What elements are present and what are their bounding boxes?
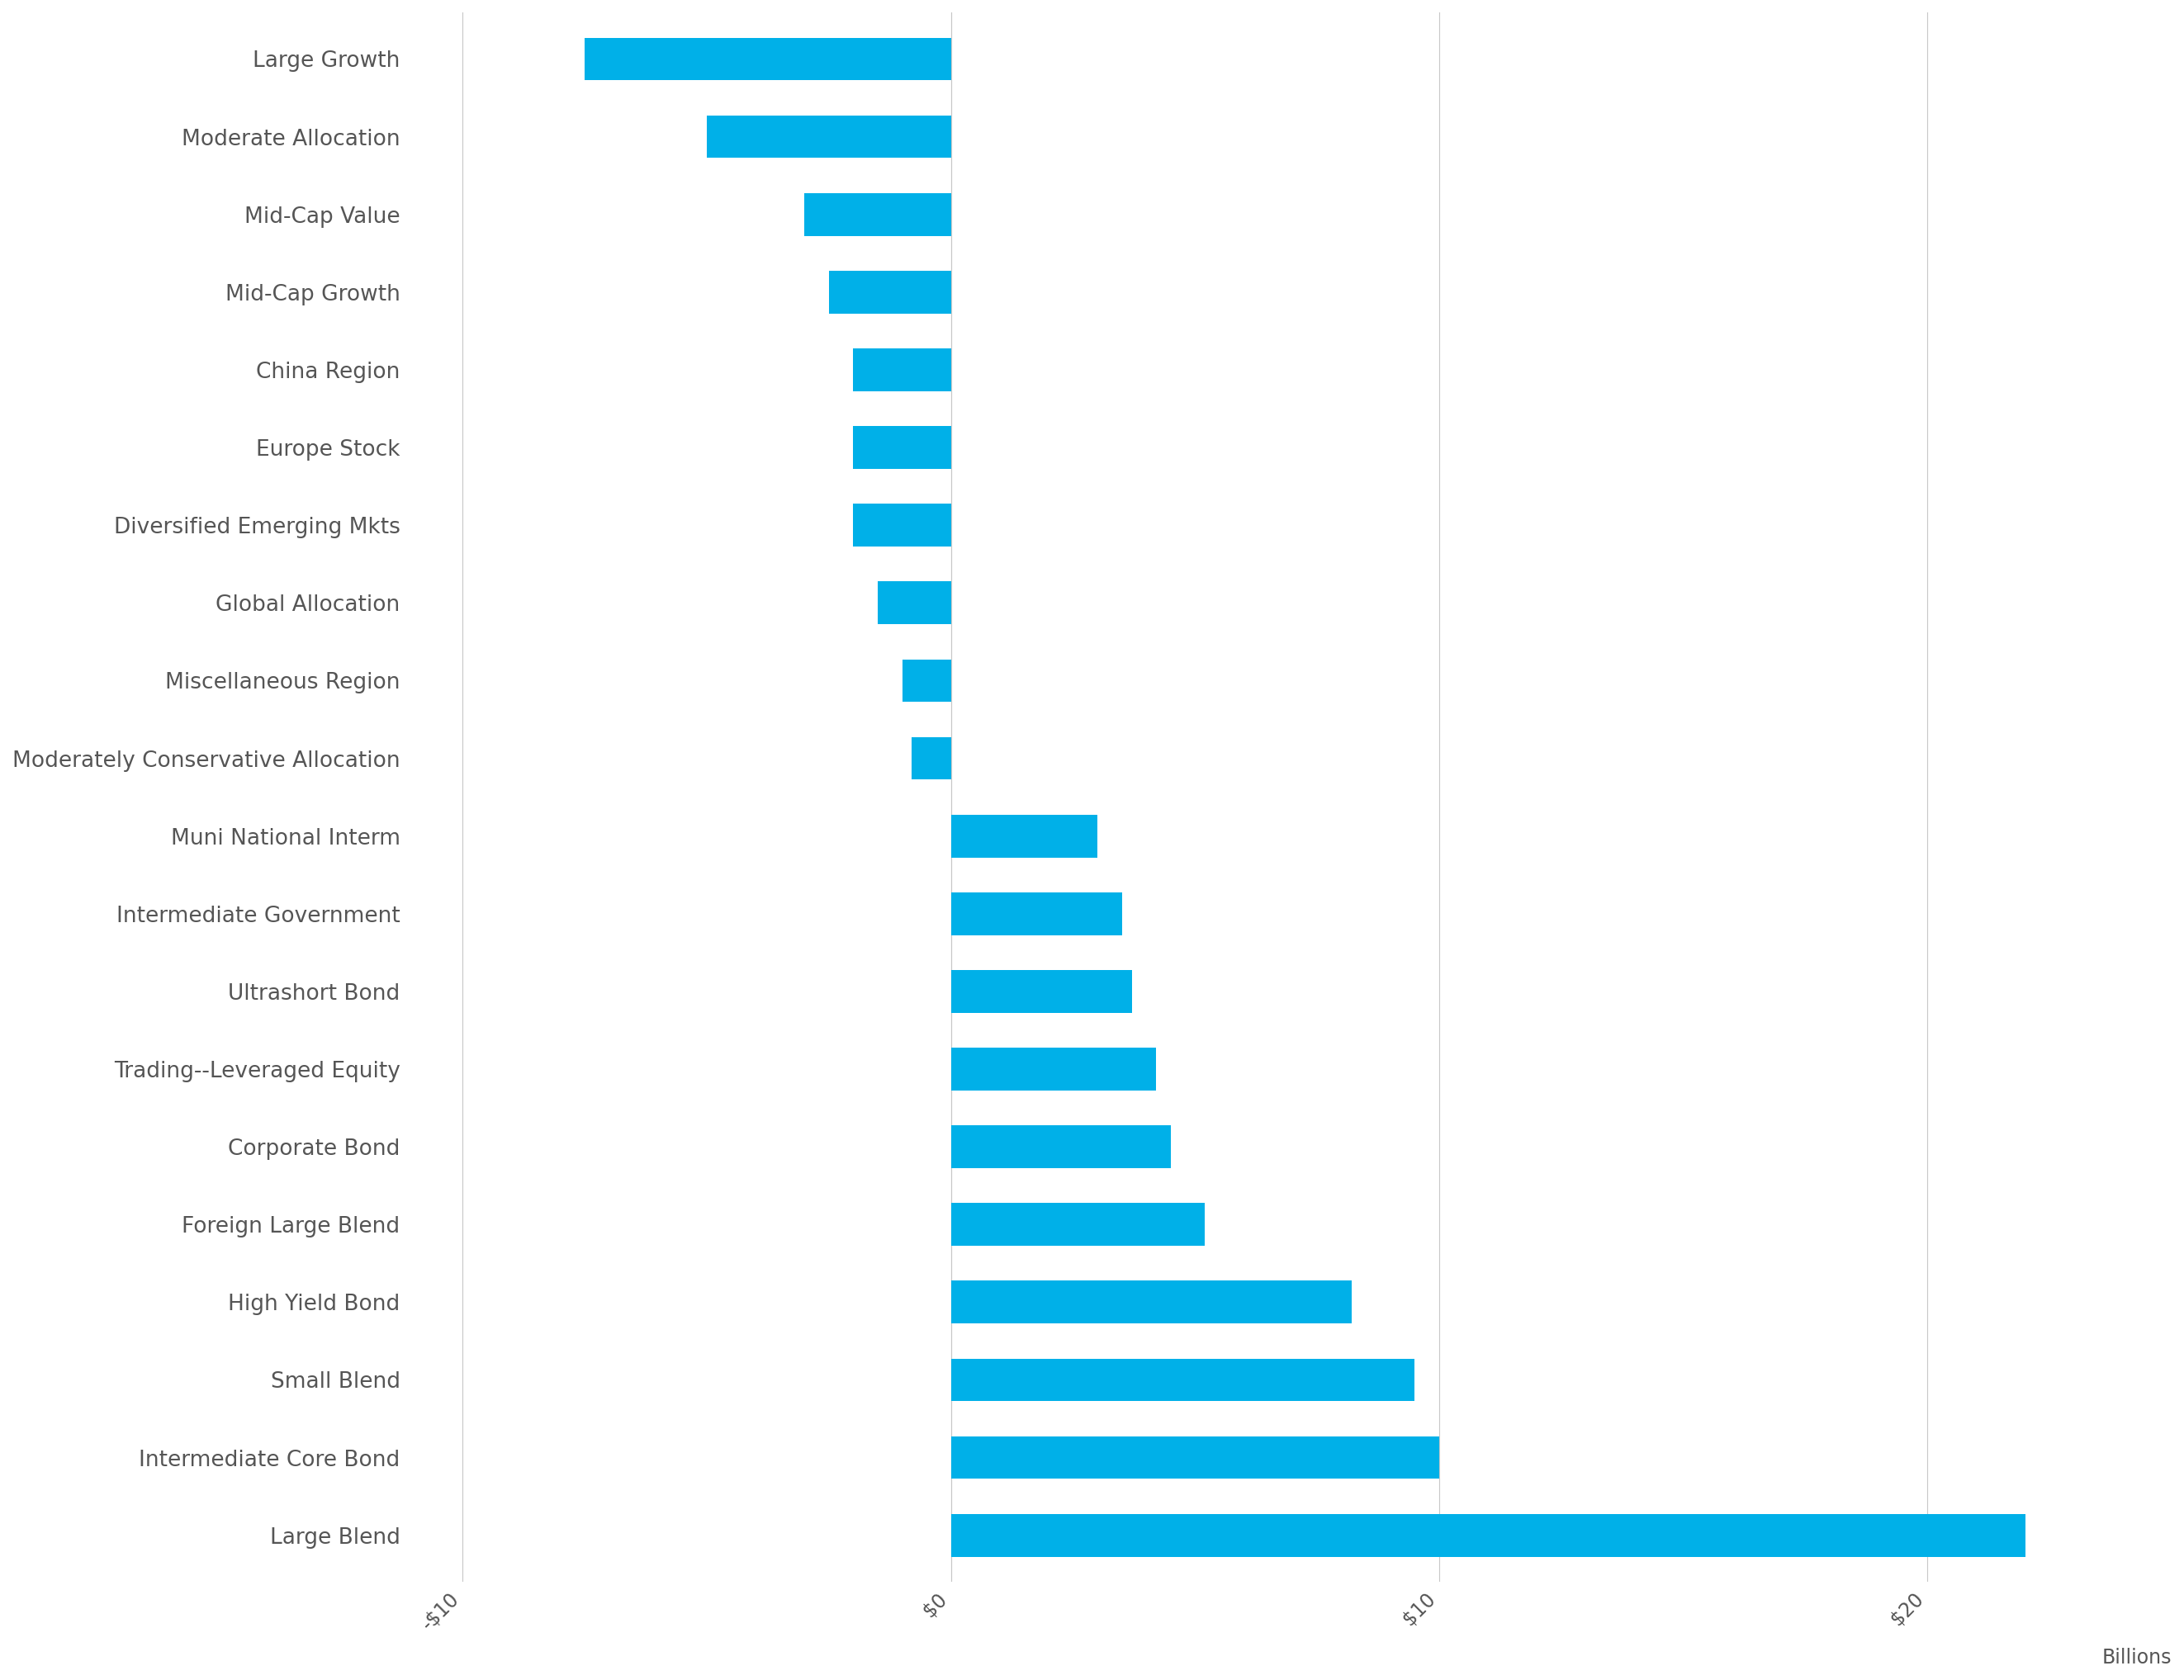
- Bar: [804, 193, 950, 235]
- Bar: [950, 815, 1099, 857]
- Bar: [854, 427, 950, 469]
- Bar: [902, 659, 950, 702]
- Bar: [950, 1436, 1439, 1478]
- Bar: [950, 969, 1131, 1013]
- Bar: [854, 348, 950, 391]
- Bar: [913, 738, 950, 780]
- Bar: [950, 1359, 1415, 1401]
- Bar: [950, 1514, 2025, 1557]
- Bar: [950, 1126, 1171, 1168]
- Bar: [950, 892, 1123, 936]
- Bar: [950, 1048, 1155, 1090]
- Bar: [854, 504, 950, 546]
- X-axis label: Billions: Billions: [2101, 1648, 2171, 1668]
- Bar: [830, 270, 950, 314]
- Bar: [708, 116, 950, 158]
- Bar: [950, 1280, 1352, 1324]
- Bar: [950, 1203, 1206, 1247]
- Bar: [878, 581, 950, 625]
- Bar: [585, 37, 950, 81]
